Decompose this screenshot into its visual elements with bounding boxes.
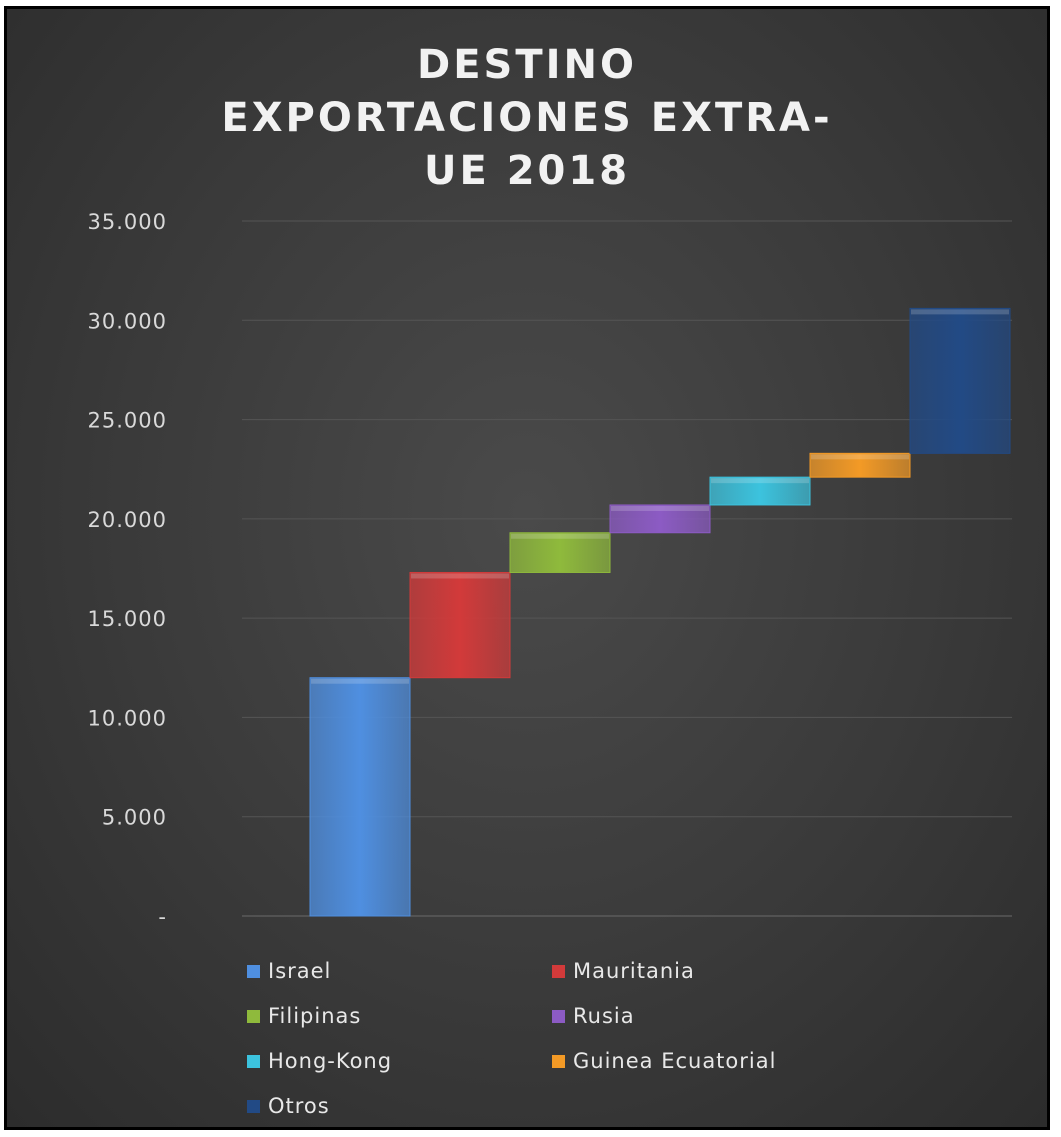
bar-highlight	[411, 573, 509, 579]
legend-item-israel: Israel	[247, 959, 331, 983]
legend-label: Filipinas	[268, 1004, 362, 1028]
legend-item-filipinas: Filipinas	[247, 1004, 361, 1028]
legend-swatch	[247, 1009, 260, 1023]
legend-label: Israel	[268, 959, 332, 983]
plot-area: - 5.000 10.000 15.000 20.000 25.000 30.000 35.0…	[88, 210, 1012, 929]
legend-label: Hong-Kong	[268, 1049, 393, 1073]
y-tick-label: 20.000	[88, 508, 167, 532]
y-tick-label: 15.000	[88, 607, 167, 631]
bar-highlight	[511, 533, 609, 539]
bar-highlight	[911, 309, 1009, 315]
legend-item-otros: Otros	[247, 1094, 330, 1118]
legend-swatch	[247, 1099, 260, 1113]
legend-item-mauritania: Mauritania	[552, 959, 695, 983]
y-tick-label: -	[158, 905, 167, 929]
bar-hong-kong	[709, 476, 811, 506]
y-tick-label: 35.000	[88, 210, 167, 234]
y-tick-label: 10.000	[88, 706, 167, 730]
legend-swatch	[552, 964, 565, 978]
bar-filipinas	[509, 532, 611, 573]
y-tick-label: 30.000	[88, 309, 167, 333]
chart-title-line-3: UE 2018	[423, 148, 631, 194]
chart-frame: DESTINO EXPORTACIONES EXTRA- UE 2018 - 5.…	[4, 6, 1050, 1130]
bar-highlight	[811, 454, 909, 460]
legend-item-rusia: Rusia	[552, 1004, 635, 1028]
y-tick-label: 5.000	[102, 806, 167, 830]
legend-swatch	[247, 1054, 260, 1068]
chart-title-line-1: DESTINO	[417, 42, 637, 88]
legend-swatch	[247, 964, 260, 978]
bar-otros	[909, 307, 1011, 454]
bar-guinea-ecuatorial	[809, 452, 911, 478]
bar-rusia	[609, 504, 711, 534]
legend-label: Rusia	[573, 1004, 635, 1028]
chart-title: DESTINO EXPORTACIONES EXTRA- UE 2018	[7, 39, 1047, 198]
bar-israel	[309, 677, 411, 917]
bar-highlight	[711, 478, 809, 484]
y-tick-label: 25.000	[88, 409, 167, 433]
legend-item-guinea-ecuatorial: Guinea Ecuatorial	[552, 1049, 776, 1073]
legend-label: Otros	[268, 1094, 330, 1118]
legend-swatch	[552, 1054, 565, 1068]
legend-label: Mauritania	[573, 959, 695, 983]
legend-swatch	[552, 1009, 565, 1023]
legend-item-hong-kong: Hong-Kong	[247, 1049, 392, 1073]
chart-title-line-2: EXPORTACIONES EXTRA-	[221, 95, 833, 141]
legend-label: Guinea Ecuatorial	[573, 1049, 777, 1073]
bar-mauritania	[409, 571, 511, 679]
bar-highlight	[611, 505, 709, 511]
bar-highlight	[311, 678, 409, 684]
